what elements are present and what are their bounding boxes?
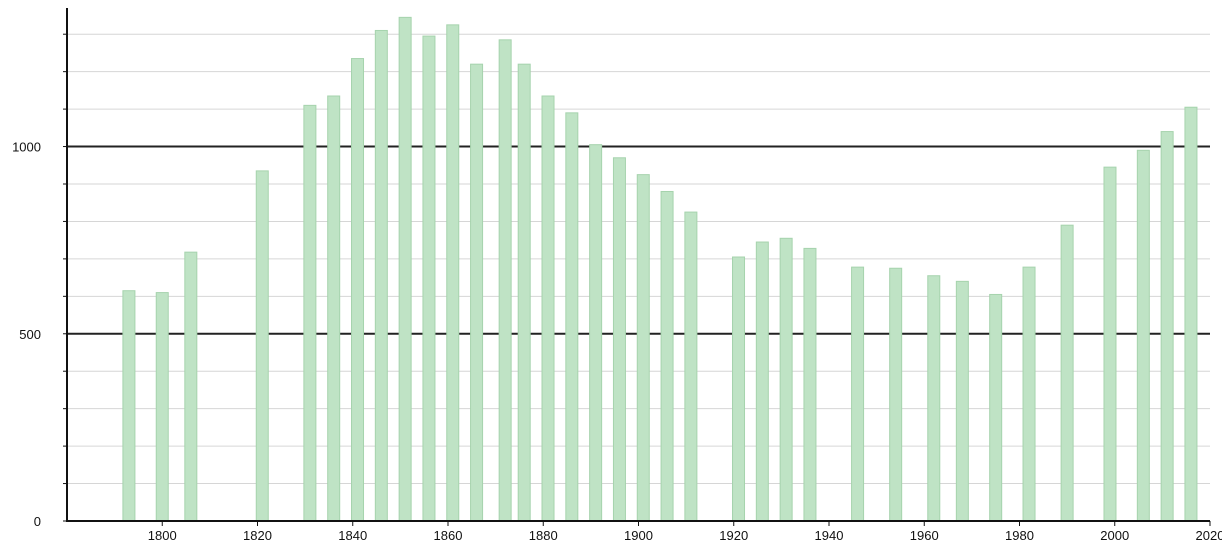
bar-1836 bbox=[327, 95, 341, 522]
x-tick-label-2000: 2000 bbox=[1100, 528, 1129, 543]
bar-1926 bbox=[755, 241, 769, 522]
bar-1911 bbox=[684, 211, 698, 522]
y-tick-label-0: 0 bbox=[34, 514, 41, 529]
bar-2016 bbox=[1184, 106, 1198, 522]
bar-1846 bbox=[374, 29, 388, 522]
bar-1999 bbox=[1103, 166, 1117, 522]
bar-1876 bbox=[517, 63, 531, 522]
x-tick-label-1960: 1960 bbox=[910, 528, 939, 543]
bar-1975 bbox=[989, 293, 1003, 522]
bar-2006 bbox=[1136, 149, 1150, 522]
x-tick-label-1900: 1900 bbox=[624, 528, 653, 543]
bar-1896 bbox=[612, 157, 626, 522]
y-tick-label-500: 500 bbox=[19, 327, 41, 342]
bar-1901 bbox=[636, 174, 650, 522]
bar-1936 bbox=[803, 247, 817, 522]
bar-1982 bbox=[1022, 266, 1036, 522]
bar-1962 bbox=[927, 275, 941, 522]
bar-1990 bbox=[1060, 224, 1074, 522]
bar-1946 bbox=[851, 266, 865, 522]
bars bbox=[122, 16, 1198, 522]
x-tick-label-1980: 1980 bbox=[1005, 528, 1034, 543]
x-tick-label-1860: 1860 bbox=[434, 528, 463, 543]
bar-2011 bbox=[1160, 131, 1174, 522]
bar-1881 bbox=[541, 95, 555, 522]
bar-1841 bbox=[351, 58, 365, 522]
bar-1821 bbox=[255, 170, 269, 522]
bar-1954 bbox=[889, 267, 903, 522]
bar-1906 bbox=[660, 190, 674, 522]
bar-1921 bbox=[732, 256, 746, 522]
bar-1851 bbox=[398, 16, 412, 522]
bar-1886 bbox=[565, 112, 579, 522]
x-tick-label-1880: 1880 bbox=[529, 528, 558, 543]
bar-1856 bbox=[422, 35, 436, 522]
bar-1831 bbox=[303, 104, 317, 522]
tick-labels: 0 500 1000 1800 1820 1840 1860 1880 1900 1920 1940… bbox=[12, 140, 1222, 543]
bar-1866 bbox=[470, 63, 484, 522]
bar-1793 bbox=[122, 290, 136, 522]
x-tick-label-1940: 1940 bbox=[815, 528, 844, 543]
bar-1872 bbox=[498, 39, 512, 522]
bar-1968 bbox=[955, 280, 969, 522]
bar-1806 bbox=[184, 251, 198, 522]
bar-1931 bbox=[779, 237, 793, 522]
bar-1800 bbox=[155, 292, 169, 522]
x-tick-label-1820: 1820 bbox=[243, 528, 272, 543]
axes bbox=[63, 8, 1211, 526]
bar-1861 bbox=[446, 24, 460, 522]
x-tick-label-1920: 1920 bbox=[719, 528, 748, 543]
y-tick-label-1000: 1000 bbox=[12, 140, 41, 155]
bar-1891 bbox=[589, 144, 603, 522]
x-tick-label-1800: 1800 bbox=[148, 528, 177, 543]
x-tick-label-1840: 1840 bbox=[338, 528, 367, 543]
x-tick-label-2020: 2020 bbox=[1196, 528, 1222, 543]
